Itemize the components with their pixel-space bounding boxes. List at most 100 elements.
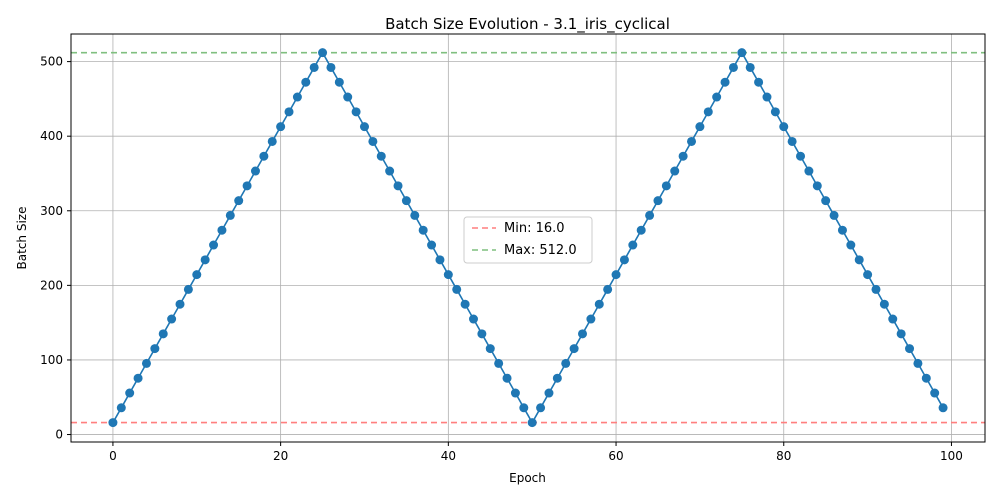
data-point — [309, 62, 319, 72]
y-tick-label: 100 — [40, 353, 63, 367]
legend-max-label: Max: 512.0 — [504, 243, 577, 258]
data-point — [318, 48, 328, 58]
data-point — [879, 299, 889, 309]
data-point — [837, 225, 847, 235]
data-point — [217, 225, 227, 235]
data-point — [678, 151, 688, 161]
x-tick-label: 100 — [940, 449, 963, 463]
y-tick-label: 300 — [40, 204, 63, 218]
plot-frame — [70, 33, 986, 443]
data-point — [779, 122, 789, 132]
data-point — [871, 284, 881, 294]
x-tick-label: 80 — [776, 449, 791, 463]
x-axis-label: Epoch — [509, 471, 546, 485]
data-point — [762, 92, 772, 102]
data-point — [393, 181, 403, 191]
data-point — [586, 314, 596, 324]
data-point — [368, 136, 378, 146]
reference-lines — [71, 51, 985, 424]
x-tick-label: 20 — [273, 449, 288, 463]
data-point — [896, 329, 906, 339]
data-point — [141, 358, 151, 368]
data-point — [796, 151, 806, 161]
legend-min-label: Min: 16.0 — [504, 221, 565, 236]
data-point — [787, 136, 797, 146]
data-point — [829, 210, 839, 220]
data-point — [519, 403, 529, 413]
data-point — [418, 225, 428, 235]
data-point — [552, 373, 562, 383]
data-point — [485, 344, 495, 354]
data-point — [158, 329, 168, 339]
data-point — [351, 107, 361, 117]
data-point — [150, 344, 160, 354]
data-point — [276, 122, 286, 132]
x-tick-label: 0 — [109, 449, 117, 463]
data-point — [234, 196, 244, 206]
data-point — [510, 388, 520, 398]
data-point — [116, 403, 126, 413]
data-point — [267, 136, 277, 146]
data-point — [209, 240, 219, 250]
data-point — [712, 92, 722, 102]
data-point — [544, 388, 554, 398]
data-point — [921, 373, 931, 383]
data-point — [343, 92, 353, 102]
data-point — [905, 344, 915, 354]
data-point — [259, 151, 269, 161]
data-point — [250, 166, 260, 176]
data-point — [578, 329, 588, 339]
data-point — [938, 403, 948, 413]
data-point — [359, 122, 369, 132]
data-point — [745, 62, 755, 72]
data-point — [619, 255, 629, 265]
chart-title: Batch Size Evolution - 3.1_iris_cyclical — [385, 15, 670, 34]
y-tick-label: 0 — [55, 428, 63, 442]
data-point — [401, 196, 411, 206]
data-point — [125, 388, 135, 398]
data-point — [653, 196, 663, 206]
y-tick-label: 500 — [40, 55, 63, 69]
data-point — [133, 373, 143, 383]
data-point — [737, 48, 747, 58]
data-point — [720, 77, 730, 87]
y-tick-label: 400 — [40, 129, 63, 143]
data-point — [628, 240, 638, 250]
data-point — [225, 210, 235, 220]
data-point — [183, 284, 193, 294]
grid-lines — [71, 34, 985, 442]
data-point — [703, 107, 713, 117]
data-point — [108, 418, 118, 428]
data-point — [334, 77, 344, 87]
data-point — [854, 255, 864, 265]
data-point — [569, 344, 579, 354]
data-point — [292, 92, 302, 102]
data-point — [242, 181, 252, 191]
legend: Min: 16.0 Max: 512.0 — [463, 216, 593, 264]
data-point — [821, 196, 831, 206]
data-point — [687, 136, 697, 146]
data-point — [452, 284, 462, 294]
data-point — [863, 270, 873, 280]
y-tick-label: 200 — [40, 278, 63, 292]
data-point — [930, 388, 940, 398]
data-point — [192, 270, 202, 280]
data-point — [301, 77, 311, 87]
data-point — [770, 107, 780, 117]
data-point — [728, 62, 738, 72]
data-point — [603, 284, 613, 294]
data-point — [385, 166, 395, 176]
data-point — [443, 270, 453, 280]
data-point — [536, 403, 546, 413]
data-point — [804, 166, 814, 176]
data-point — [611, 270, 621, 280]
x-axis-ticks: 0 20 40 60 80 100 — [109, 442, 963, 463]
data-point — [435, 255, 445, 265]
y-axis-ticks: 0 100 200 300 400 500 — [40, 55, 71, 442]
data-point — [846, 240, 856, 250]
data-point — [561, 358, 571, 368]
data-point — [200, 255, 210, 265]
y-axis-label: Batch Size — [15, 207, 29, 270]
x-tick-label: 40 — [441, 449, 456, 463]
